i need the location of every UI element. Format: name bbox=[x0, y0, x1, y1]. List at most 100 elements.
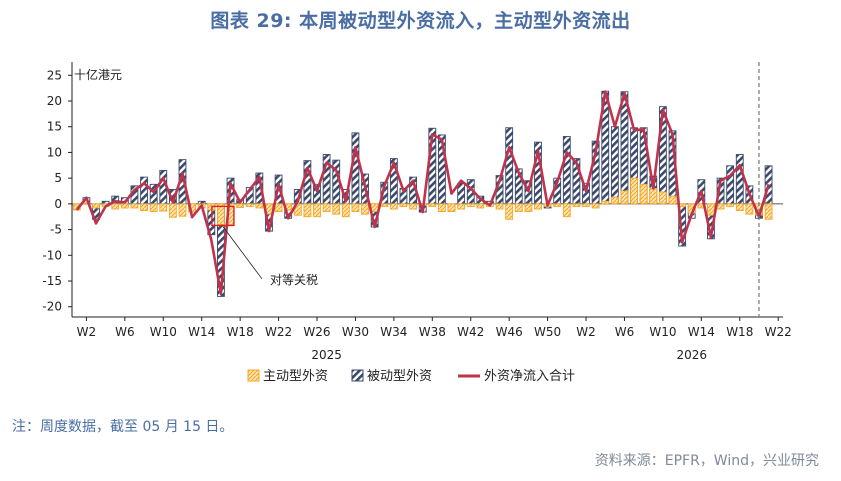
active-bar bbox=[591, 203, 600, 209]
year-label: 2025 bbox=[311, 348, 342, 362]
legend-passive-label: 被动型外资 bbox=[367, 369, 432, 384]
legend-passive-swatch bbox=[351, 369, 364, 382]
active-bar bbox=[630, 177, 638, 205]
active-bar bbox=[409, 203, 417, 210]
x-tick-label: W22 bbox=[765, 325, 792, 339]
active-bar bbox=[495, 203, 504, 210]
active-bar bbox=[562, 203, 571, 218]
active-bar bbox=[466, 203, 475, 207]
passive-bar bbox=[620, 91, 629, 205]
x-tick-label: W10 bbox=[649, 325, 676, 339]
active-bar bbox=[389, 203, 398, 210]
active-bar bbox=[524, 203, 533, 213]
annotations: 对等关税 bbox=[211, 62, 760, 317]
y-tick-label: 20 bbox=[47, 94, 62, 108]
active-bar bbox=[370, 203, 379, 213]
passive-bar bbox=[351, 132, 360, 205]
active-bar bbox=[332, 203, 341, 215]
active-bar bbox=[322, 203, 331, 213]
active-bar bbox=[149, 203, 158, 213]
active-bar bbox=[601, 200, 610, 205]
x-tick-label: W50 bbox=[534, 325, 561, 339]
annotation-label: 对等关税 bbox=[270, 273, 318, 287]
unit-label: 十亿港元 bbox=[74, 67, 122, 82]
active-bar bbox=[178, 203, 187, 217]
passive-bar bbox=[457, 182, 466, 205]
y-tick-label: 10 bbox=[47, 145, 62, 159]
active-bar bbox=[658, 191, 667, 205]
legend-active-swatch bbox=[247, 369, 260, 382]
passive-bar bbox=[562, 136, 571, 205]
active-bar bbox=[572, 203, 581, 207]
x-tick-label: W14 bbox=[688, 325, 715, 339]
x-tick-label: W34 bbox=[380, 325, 407, 339]
y-tick-label: 5 bbox=[54, 171, 62, 185]
active-bar bbox=[111, 203, 120, 210]
legend-active-label: 主动型外资 bbox=[263, 369, 328, 384]
footnote: 注：周度数据，截至 05 月 15 日。 bbox=[12, 419, 234, 435]
active-bar bbox=[735, 203, 744, 211]
y-tick-label: 25 bbox=[47, 68, 62, 82]
active-bar bbox=[716, 203, 725, 210]
active-bar bbox=[159, 203, 168, 212]
active-bar bbox=[341, 203, 350, 218]
x-tick-label: W2 bbox=[576, 325, 596, 339]
x-tick-label: W10 bbox=[150, 325, 177, 339]
active-bar bbox=[92, 203, 100, 209]
active-bar bbox=[505, 203, 514, 220]
active-bar bbox=[399, 203, 408, 207]
bars bbox=[72, 90, 773, 297]
active-bar bbox=[457, 203, 466, 210]
y-tick-label: -10 bbox=[42, 248, 62, 262]
y-tick-label: -20 bbox=[42, 300, 62, 314]
y-tick-label: 15 bbox=[47, 120, 62, 134]
passive-bar bbox=[140, 176, 148, 205]
active-bar bbox=[380, 203, 389, 207]
active-bar bbox=[764, 203, 773, 220]
annotation-box bbox=[211, 205, 235, 227]
x-tick-label: W14 bbox=[188, 325, 215, 339]
active-bar bbox=[582, 203, 590, 207]
active-bar bbox=[476, 203, 485, 209]
active-bar bbox=[534, 203, 542, 210]
net-inflow-line bbox=[75, 90, 770, 296]
active-bar bbox=[447, 203, 456, 213]
active-bar bbox=[130, 203, 139, 209]
active-bar bbox=[245, 203, 254, 207]
active-bar bbox=[610, 196, 619, 205]
x-tick-label: W38 bbox=[419, 325, 446, 339]
x-tick-label: W2 bbox=[77, 325, 97, 339]
active-bar bbox=[639, 183, 648, 205]
active-bar bbox=[668, 195, 677, 205]
active-bar bbox=[236, 203, 245, 208]
active-bar bbox=[726, 203, 735, 207]
axes: 25 20 15 10 5 0 -5 -10 -15 -20 十亿港元 W2 W6 W10 W14 W18 W2… bbox=[42, 62, 792, 362]
source-note: 资料来源：EPFR，Wind，兴业研究 bbox=[594, 453, 819, 469]
legend: 主动型外资 被动型外资 外资净流入合计 bbox=[247, 369, 575, 384]
active-bar bbox=[649, 187, 658, 205]
y-tick-label: -5 bbox=[50, 223, 62, 237]
x-tick-label: W18 bbox=[227, 325, 254, 339]
active-bar bbox=[620, 190, 629, 205]
chart: 25 20 15 10 5 0 -5 -10 -15 -20 十亿港元 W2 W6 W10 W14 W18 W2… bbox=[42, 62, 792, 384]
active-bar bbox=[217, 203, 225, 225]
net-line bbox=[75, 90, 770, 296]
x-tick-label: W30 bbox=[342, 325, 369, 339]
active-bar bbox=[438, 203, 446, 213]
active-bar bbox=[313, 203, 321, 218]
x-tick-label: W46 bbox=[496, 325, 523, 339]
active-bar bbox=[745, 203, 754, 215]
y-tick-label: -15 bbox=[42, 274, 62, 288]
year-label: 2026 bbox=[676, 348, 707, 362]
active-bar bbox=[303, 203, 312, 218]
annotation-leader bbox=[222, 226, 263, 280]
active-bar bbox=[255, 203, 264, 209]
chart-title: 图表 29: 本周被动型外资流入，主动型外资流出 bbox=[210, 10, 631, 32]
y-tick-label: 0 bbox=[54, 197, 62, 211]
x-tick-label: W22 bbox=[265, 325, 292, 339]
active-bar bbox=[361, 203, 369, 215]
x-tick-label: W42 bbox=[457, 325, 484, 339]
x-tick-label: W18 bbox=[726, 325, 753, 339]
passive-bar bbox=[505, 127, 514, 205]
active-bar bbox=[707, 203, 715, 216]
